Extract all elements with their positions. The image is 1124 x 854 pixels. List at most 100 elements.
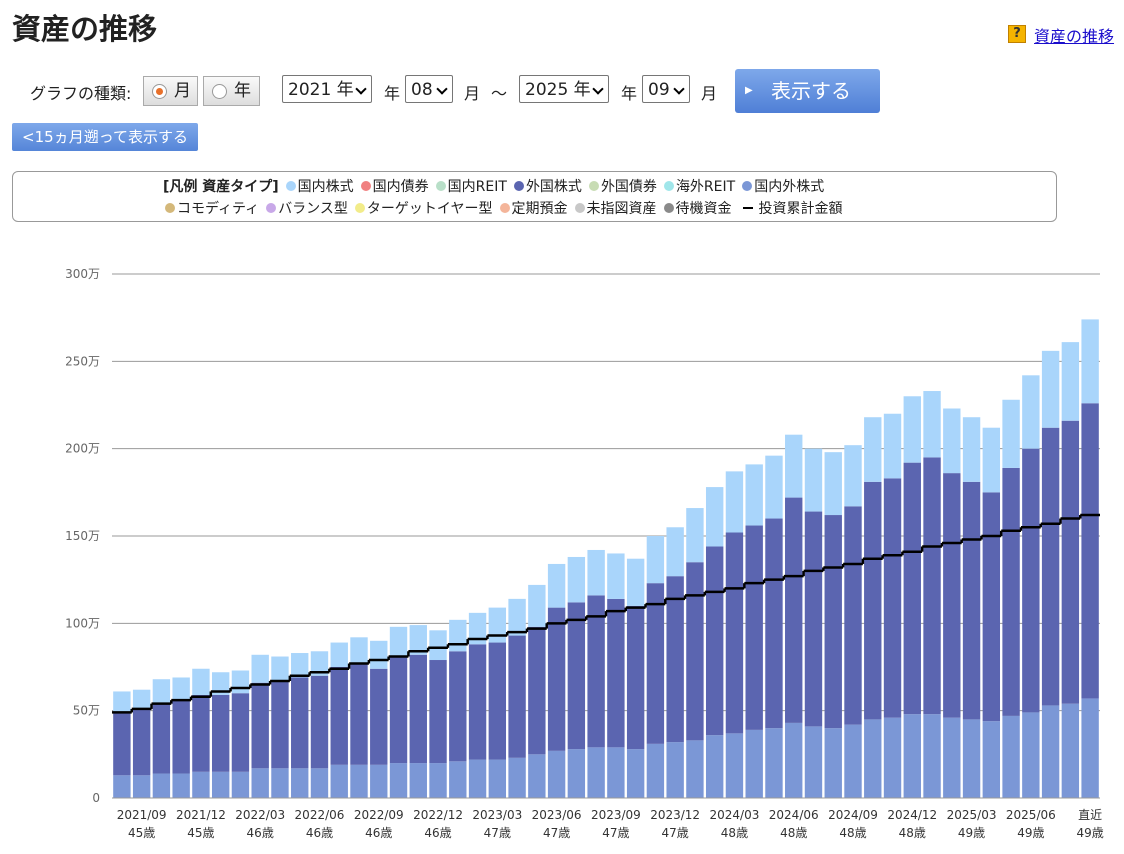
bar-segment xyxy=(626,749,645,798)
legend-dot xyxy=(266,203,277,213)
bar-segment xyxy=(725,471,744,533)
to-year-select[interactable]: 2025 年 xyxy=(519,75,609,103)
bar-segment xyxy=(310,651,329,676)
bar-segment xyxy=(982,427,1001,493)
x-age-label: 48歳 xyxy=(721,826,748,840)
radio-month[interactable]: 月 xyxy=(143,76,198,106)
bar-segment xyxy=(152,773,171,798)
bar-segment xyxy=(626,558,645,606)
bar-segment xyxy=(310,768,329,798)
x-tick-label: 2022/06 xyxy=(295,808,345,822)
graph-type-label: グラフの種類: xyxy=(30,84,132,103)
bar-segment xyxy=(646,583,665,744)
bar-segment xyxy=(1022,375,1040,449)
unit: 年 xyxy=(621,84,638,103)
to-month-select[interactable]: 09 xyxy=(642,75,690,103)
bar-segment xyxy=(962,481,981,720)
bar-segment xyxy=(903,396,921,463)
bar-segment xyxy=(251,682,269,769)
x-tick-label: 直近 xyxy=(1078,808,1102,822)
bar-segment xyxy=(903,462,921,715)
bar-segment xyxy=(488,642,507,760)
legend-item: 待機資金 xyxy=(663,198,732,218)
legend-text: 国内REIT xyxy=(447,179,507,195)
x-age-label: 48歳 xyxy=(780,826,807,840)
legend-item: 外国債券 xyxy=(588,176,657,196)
bar-segment xyxy=(528,584,546,627)
bar-segment xyxy=(508,635,526,758)
bar-segment xyxy=(211,672,230,695)
bar-segment xyxy=(804,726,823,798)
legend-text: バランス型 xyxy=(278,201,348,217)
x-tick-label: 2024/12 xyxy=(887,808,937,822)
help-link[interactable]: 資産の推移 xyxy=(1034,27,1115,46)
legend-item: 国内株式 xyxy=(285,176,354,196)
bar-segment xyxy=(1081,403,1099,699)
bar-segment xyxy=(271,680,289,769)
bar-segment xyxy=(1002,399,1020,468)
bar-segment xyxy=(646,536,665,584)
bar-segment xyxy=(666,527,684,577)
x-age-label: 46歳 xyxy=(365,826,392,840)
bar-segment xyxy=(883,478,902,718)
bar-segment xyxy=(350,764,368,798)
bar-segment xyxy=(1041,350,1060,428)
bar-segment xyxy=(864,417,882,482)
x-age-label: 45歳 xyxy=(128,826,155,840)
help-icon[interactable]: ? xyxy=(1008,25,1026,43)
bar-segment xyxy=(508,757,526,798)
legend-text: 国内外株式 xyxy=(754,179,825,195)
back-button[interactable]: <15ヵ月遡って表示する xyxy=(12,123,198,151)
legend-text: 定期預金 xyxy=(511,201,568,217)
bar-segment xyxy=(192,694,210,772)
legend-text: 国内債券 xyxy=(372,179,429,195)
bar-segment xyxy=(1041,427,1060,706)
legend-dot xyxy=(742,181,753,191)
from-year: 2021 年 xyxy=(288,80,354,100)
bar-segment xyxy=(923,714,941,798)
from-year-select[interactable]: 2021 年 xyxy=(282,75,372,103)
x-tick-label: 2023/12 xyxy=(650,808,700,822)
to-month: 09 xyxy=(648,80,670,100)
bar-segment xyxy=(943,717,961,798)
x-age-label: 47歳 xyxy=(484,826,511,840)
bar-segment xyxy=(745,525,763,730)
y-tick-label: 200万 xyxy=(65,442,100,456)
bar-segment xyxy=(113,712,131,776)
bar-segment xyxy=(1061,703,1080,798)
radio-year[interactable]: 年 xyxy=(203,76,260,106)
bar-segment xyxy=(745,464,763,526)
bar-segment xyxy=(192,771,210,798)
bar-segment xyxy=(429,630,447,661)
bar-segment xyxy=(528,626,546,755)
bar-segment xyxy=(172,700,190,774)
bar-segment xyxy=(211,694,230,772)
bar-segment xyxy=(449,619,467,652)
bar-segment xyxy=(705,546,724,736)
legend-item: バランス型 xyxy=(266,198,348,218)
bar-segment xyxy=(705,735,724,798)
bar-segment xyxy=(429,660,447,764)
bar-segment xyxy=(251,654,269,683)
x-tick-label: 2022/12 xyxy=(413,808,463,822)
bar-segment xyxy=(824,452,842,516)
x-tick-label: 2023/03 xyxy=(472,808,522,822)
show-button[interactable]: ▶ 表示する xyxy=(735,69,880,113)
bar-segment xyxy=(389,656,408,764)
bar-segment xyxy=(1061,342,1080,421)
bar-segment xyxy=(330,642,348,667)
bar-segment xyxy=(468,612,487,645)
bar-segment xyxy=(113,691,131,713)
bar-segment xyxy=(1081,319,1099,404)
bar-segment xyxy=(192,668,210,695)
bar-segment xyxy=(883,717,902,798)
from-month-select[interactable]: 08 xyxy=(405,75,453,103)
legend-title: [凡例 資産タイプ] xyxy=(163,179,279,195)
bar-segment xyxy=(547,607,566,751)
legend-text: 待機資金 xyxy=(675,201,732,217)
unit: 年 xyxy=(384,84,401,103)
bar-segment xyxy=(468,759,487,798)
bar-segment xyxy=(132,775,151,798)
bar-segment xyxy=(765,518,783,729)
